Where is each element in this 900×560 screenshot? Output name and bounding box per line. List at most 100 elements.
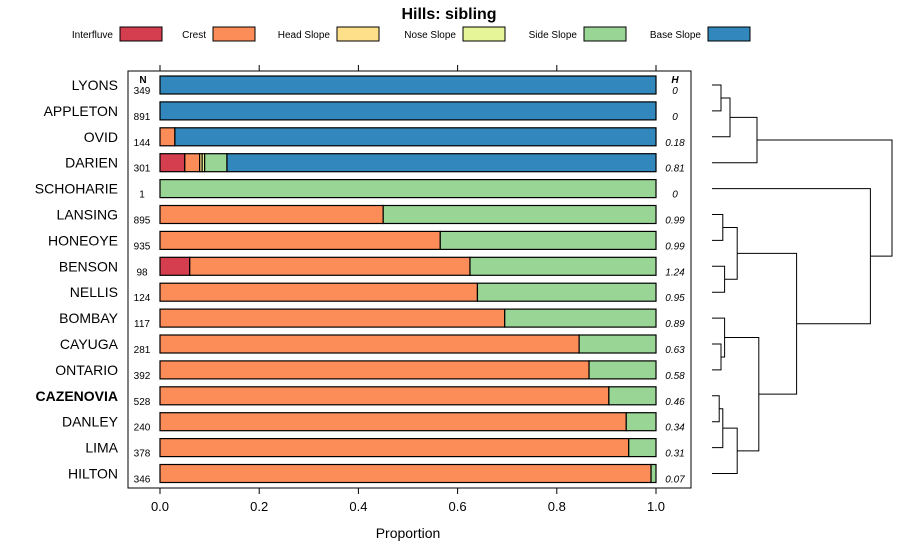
n-value-bombay: 117 xyxy=(134,319,150,330)
bar-darien-interfluve xyxy=(159,153,186,173)
chart-title: Hills: sibling xyxy=(401,6,496,23)
n-value-benson: 98 xyxy=(136,267,148,278)
x-tick-label-0: 0.0 xyxy=(151,499,169,514)
h-value-bombay: 0.89 xyxy=(665,319,685,330)
row-label-honeoye: HONEOYE xyxy=(48,232,118,248)
bar-darien-base-slope xyxy=(226,153,657,173)
legend-label-side-slope: Side Slope xyxy=(529,30,578,41)
legend-label-interfluve: Interfluve xyxy=(72,30,114,41)
bar-bombay-side-slope xyxy=(504,308,657,328)
h-value-ovid: 0.18 xyxy=(665,138,685,149)
h-value-schoharie: 0 xyxy=(672,190,678,201)
x-axis: 0.0 0.2 0.4 0.6 0.8 1.0 Proportion xyxy=(151,65,665,541)
n-value-cazenovia: 528 xyxy=(134,397,151,408)
legend-label-nose-slope: Nose Slope xyxy=(404,30,456,41)
n-value-hilton: 346 xyxy=(134,475,151,486)
dendrogram-link-7 xyxy=(712,317,726,358)
row-label-lyons: LYONS xyxy=(72,77,118,93)
bar-ontario-crest xyxy=(159,360,590,380)
bar-schoharie-side-slope xyxy=(159,179,657,199)
legend-swatch-base-slope xyxy=(707,26,751,42)
bar-ovid-base-slope xyxy=(174,127,657,147)
dendrogram-link-2 xyxy=(712,116,758,164)
row-label-benson: BENSON xyxy=(59,258,118,274)
bar-lima-crest xyxy=(159,438,630,458)
n-value-appleton: 891 xyxy=(134,112,151,123)
bar-ovid-crest xyxy=(159,127,176,147)
bar-lima-side-slope xyxy=(628,438,657,458)
bar-hilton-side-slope xyxy=(650,463,657,484)
dendrogram-link-12 xyxy=(737,252,798,395)
n-value-nellis: 124 xyxy=(134,293,151,304)
legend-swatch-interfluve xyxy=(119,26,163,42)
bar-cayuga-side-slope xyxy=(578,334,657,354)
h-value-honeoye: 0.99 xyxy=(665,241,685,252)
x-axis-title: Proportion xyxy=(376,525,441,541)
h-value-lima: 0.31 xyxy=(665,449,684,460)
row-label-cayuga: CAYUGA xyxy=(60,336,119,352)
row-label-ontario: ONTARIO xyxy=(55,362,118,378)
bar-honeoye-crest xyxy=(159,230,441,250)
n-value-lima: 378 xyxy=(134,449,151,460)
bar-lansing-side-slope xyxy=(382,204,657,225)
legend-swatch-head-slope xyxy=(336,26,380,42)
h-value-cazenovia: 0.46 xyxy=(665,397,685,408)
bar-cazenovia-side-slope xyxy=(608,386,657,406)
legend: Interfluve Crest Head Slope Nose Slope Side … xyxy=(72,26,751,42)
dendrogram-link-14 xyxy=(757,139,893,257)
bar-benson-interfluve xyxy=(159,256,191,276)
bar-hilton-crest xyxy=(159,463,652,484)
dendrogram-link-9 xyxy=(712,265,726,293)
bar-nellis-crest xyxy=(159,282,479,302)
plot-panel-border xyxy=(127,70,692,489)
row-label-cazenovia: CAZENOVIA xyxy=(36,388,118,404)
dendrogram-link-3 xyxy=(712,395,720,423)
row-label-schoharie: SCHOHARIE xyxy=(35,181,118,197)
bar-honeoye-side-slope xyxy=(439,230,657,250)
dendrogram-link-13 xyxy=(712,188,871,325)
row-label-lima: LIMA xyxy=(85,440,118,456)
bar-nellis-side-slope xyxy=(476,282,657,302)
h-value-darien: 0.81 xyxy=(665,164,684,175)
x-tick-label-5: 1.0 xyxy=(647,499,665,514)
row-label-bombay: BOMBAY xyxy=(59,310,119,326)
n-value-danley: 240 xyxy=(134,423,151,434)
h-value-nellis: 0.95 xyxy=(665,293,685,304)
legend-label-head-slope: Head Slope xyxy=(278,30,331,41)
bar-lyons-base-slope xyxy=(159,75,657,95)
bar-darien-side-slope xyxy=(204,153,228,173)
n-value-lansing: 895 xyxy=(134,216,151,227)
bar-darien-crest xyxy=(184,153,201,173)
dendrogram-link-0 xyxy=(712,84,722,112)
x-tick-label-4: 0.8 xyxy=(548,499,566,514)
h-value-ontario: 0.58 xyxy=(665,371,685,382)
row-label-nellis: NELLIS xyxy=(70,284,118,300)
dendrogram-link-10 xyxy=(712,214,724,241)
n-value-ontario: 392 xyxy=(134,371,151,382)
bars-group xyxy=(127,70,692,489)
dendrogram-link-6 xyxy=(712,343,722,371)
h-value-lyons: 0 xyxy=(672,86,678,97)
n-value-honeoye: 935 xyxy=(134,241,151,252)
x-tick-label-3: 0.6 xyxy=(449,499,467,514)
bar-bombay-crest xyxy=(159,308,506,328)
h-value-danley: 0.34 xyxy=(665,423,685,434)
row-label-appleton: APPLETON xyxy=(44,103,118,119)
legend-swatch-nose-slope xyxy=(462,26,506,42)
bar-cazenovia-crest xyxy=(159,386,610,406)
dendrogram-link-5 xyxy=(712,427,738,474)
legend-swatch-side-slope xyxy=(583,26,627,42)
bar-cayuga-crest xyxy=(159,334,580,354)
dendrogram-link-8 xyxy=(724,337,760,452)
h-value-appleton: 0 xyxy=(672,112,678,123)
dendrogram-link-4 xyxy=(712,408,724,449)
bar-benson-crest xyxy=(189,256,471,276)
row-label-darien: DARIEN xyxy=(65,155,118,171)
row-label-lansing: LANSING xyxy=(57,207,118,223)
h-column-header: H xyxy=(671,75,679,86)
n-value-cayuga: 281 xyxy=(134,345,151,356)
dendrogram xyxy=(712,84,893,474)
bar-lansing-crest xyxy=(159,204,384,225)
